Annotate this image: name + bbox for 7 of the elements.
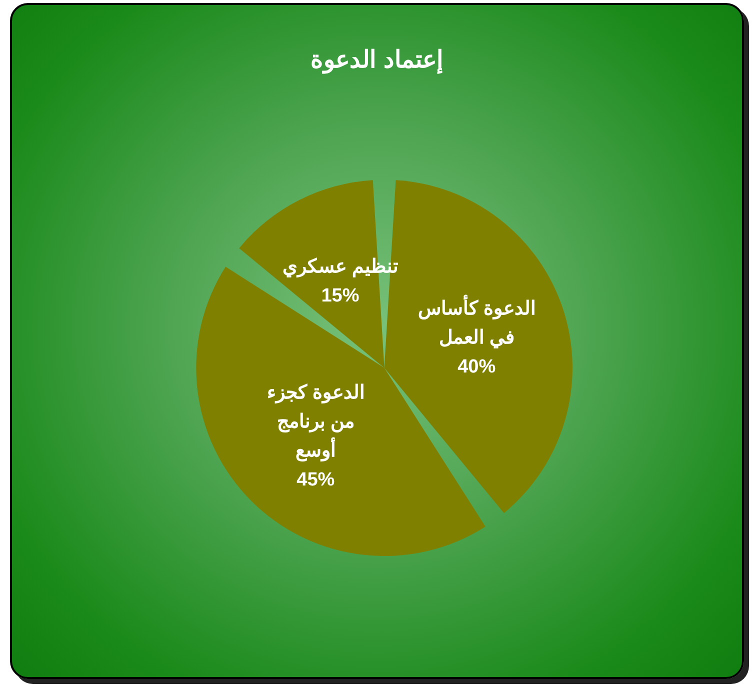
slice-label: تنظيم عسكري [282, 256, 398, 278]
slice-label: الدعوة كجزء من برنامج أوسع [267, 382, 364, 462]
data-label: 15% [321, 285, 360, 306]
chart-title: إعتماد الدعوة [310, 46, 444, 74]
slice-label: الدعوة كأساس في العمل [418, 294, 536, 350]
data-label: 45% [296, 470, 335, 491]
data-label: 40% [458, 356, 496, 378]
